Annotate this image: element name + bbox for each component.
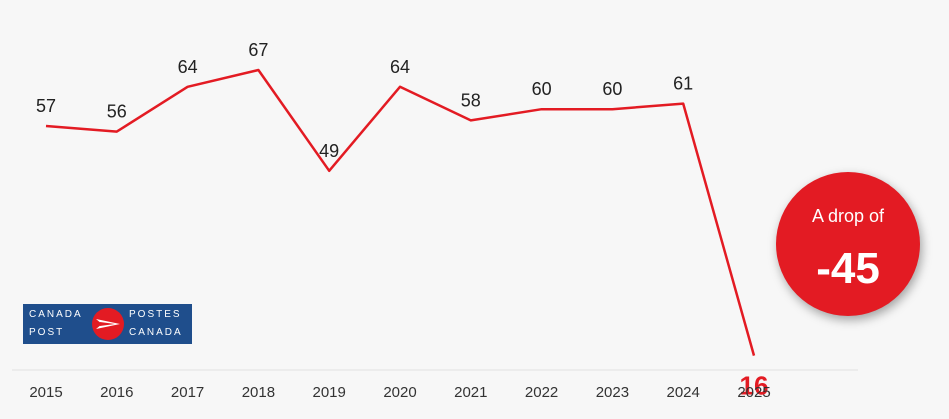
data-label: 60	[602, 79, 622, 99]
x-tick-label: 2017	[171, 384, 204, 401]
data-label: 57	[36, 96, 56, 116]
value-labels: 57 56 64 67 49 64 58 60 60 61 16	[36, 40, 768, 401]
logo-text-bottom-left: POST	[29, 327, 65, 338]
data-label: 64	[390, 57, 410, 77]
x-tick-label: 2015	[29, 384, 62, 401]
x-tick-label: 2024	[667, 384, 700, 401]
data-label: 16	[740, 371, 769, 401]
x-tick-label: 2019	[313, 384, 346, 401]
logo-text-top-left: CANADA	[29, 309, 83, 320]
x-tick-label: 2016	[100, 384, 133, 401]
logo-text-top-right: POSTES	[129, 309, 182, 320]
x-tick-label: 2020	[383, 384, 416, 401]
data-label: 67	[248, 40, 268, 60]
x-tick-label: 2023	[596, 384, 629, 401]
callout-text: A drop of	[811, 206, 885, 226]
data-label: 49	[319, 141, 339, 161]
series-line	[45, 68, 756, 356]
callout-value: -45	[816, 244, 880, 293]
data-label: 56	[107, 102, 127, 122]
x-axis-tick-labels: 2015 2016 2017 2018 2019 2020 2021 2022 2023 2024…	[29, 384, 770, 401]
canada-post-logo: CANADA POSTES POST CANADA	[23, 304, 192, 344]
drop-callout: A drop of -45	[776, 172, 920, 316]
x-tick-label: 2018	[242, 384, 275, 401]
x-tick-label: 2021	[454, 384, 487, 401]
canada-post-emblem-icon	[92, 308, 124, 340]
x-tick-label: 2022	[525, 384, 558, 401]
logo-text-bottom-right: CANADA	[129, 327, 183, 338]
data-label: 64	[178, 57, 198, 77]
data-label: 60	[532, 79, 552, 99]
x-tick-label: 2025	[737, 384, 770, 401]
data-label: 61	[673, 74, 693, 94]
data-label: 58	[461, 90, 481, 110]
